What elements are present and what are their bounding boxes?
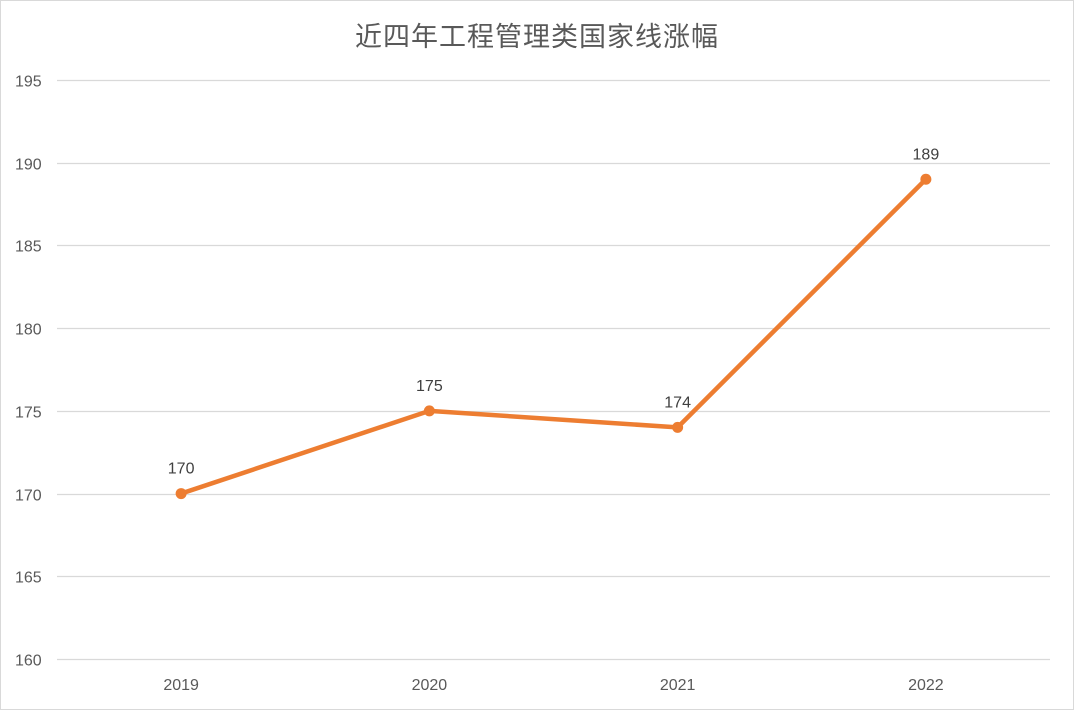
- y-tick-label-185: 185: [15, 239, 42, 256]
- x-tick-label-2021: 2021: [660, 677, 696, 694]
- data-point-2020: [423, 405, 435, 417]
- y-tick-label-175: 175: [15, 405, 42, 422]
- y-tick-label-190: 190: [15, 157, 42, 174]
- data-point-2022: [920, 173, 932, 185]
- series-layer: [175, 173, 932, 500]
- y-tick-label-180: 180: [15, 322, 42, 339]
- y-tick-label-160: 160: [15, 653, 42, 670]
- data-point-2019: [175, 488, 187, 500]
- data-label-2019: 170: [168, 461, 195, 478]
- y-tick-label-195: 195: [15, 74, 42, 91]
- chart-title: 近四年工程管理类国家线涨幅: [355, 22, 719, 53]
- y-tick-label-170: 170: [15, 488, 42, 505]
- x-tick-label-2022: 2022: [908, 677, 944, 694]
- data-label-2022: 189: [913, 146, 940, 163]
- x-tick-label-2020: 2020: [412, 677, 448, 694]
- data-label-2020: 175: [416, 378, 443, 395]
- data-point-2021: [672, 421, 684, 433]
- y-tick-label-165: 165: [15, 570, 42, 587]
- data-label-2021: 174: [664, 394, 691, 411]
- y-axis-tick-labels: 160 165 170 175 180 185 190 195: [15, 74, 42, 670]
- x-tick-label-2019: 2019: [163, 677, 199, 694]
- series-line-0: [178, 177, 929, 496]
- data-labels: 170 175 174 189: [168, 146, 940, 477]
- gridlines: [57, 79, 1050, 661]
- x-axis-tick-labels: 2019 2020 2021 2022: [163, 677, 943, 694]
